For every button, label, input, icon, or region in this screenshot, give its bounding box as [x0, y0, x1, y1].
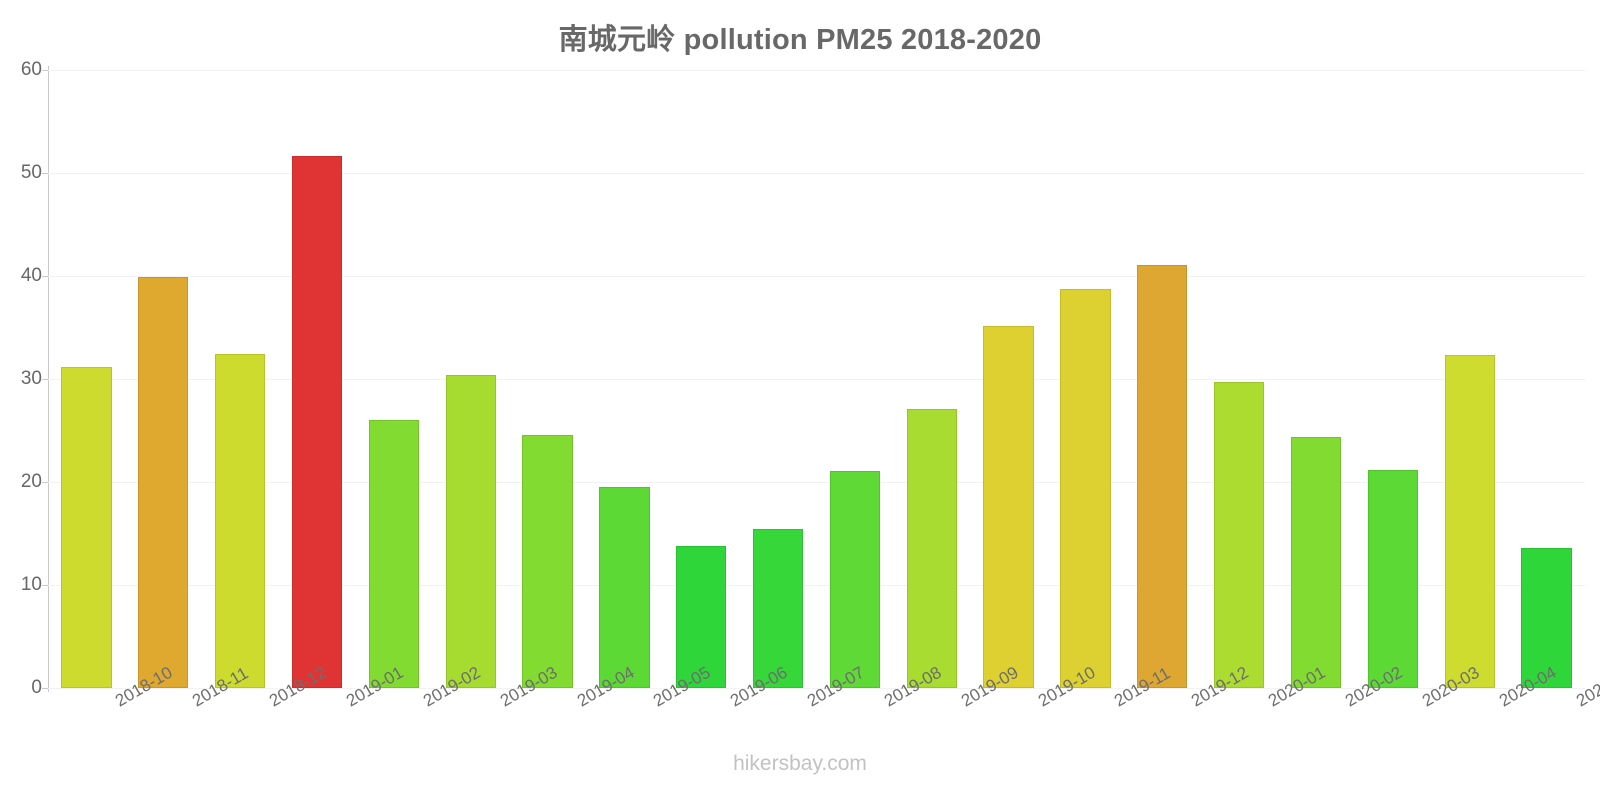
gridline	[48, 70, 1585, 71]
y-axis-tick-mark	[42, 482, 49, 483]
x-axis-tick-label: 2020-02	[1342, 663, 1406, 711]
y-axis-tick-label: 20	[20, 471, 42, 492]
bar[interactable]	[1290, 436, 1342, 688]
bar[interactable]	[676, 545, 727, 688]
bar[interactable]	[1214, 382, 1265, 688]
bar[interactable]	[906, 408, 957, 688]
x-axis-tick-label: 2019-12	[1188, 663, 1252, 711]
bars-layer	[48, 70, 1585, 688]
bar[interactable]	[599, 487, 650, 688]
gridline	[48, 688, 1585, 689]
bar[interactable]	[1137, 264, 1188, 688]
bar[interactable]	[752, 529, 804, 688]
bar[interactable]	[522, 434, 573, 688]
y-axis-tick-label: 10	[20, 574, 42, 595]
y-axis-tick-mark	[42, 173, 49, 174]
x-axis-tick-label: 2020-04	[1496, 663, 1560, 711]
gridline	[48, 276, 1585, 277]
footer-credit: hikersbay.com	[733, 752, 867, 775]
x-axis-tick-label: 2019-04	[574, 663, 638, 711]
gridline	[48, 482, 1585, 483]
x-axis-tick-label: 2020-01	[1265, 663, 1329, 711]
gridline	[48, 585, 1585, 586]
bar[interactable]	[445, 374, 496, 688]
bar[interactable]	[1444, 355, 1495, 688]
x-axis-tick-label: 2019-06	[727, 663, 791, 711]
x-axis-tick-label: 2020-03	[1419, 663, 1483, 711]
y-axis-tick-label: 50	[20, 162, 42, 183]
bar[interactable]	[214, 354, 266, 688]
x-axis-tick-label: 2019-11	[1111, 663, 1173, 711]
x-axis-tick-label: 2020-05	[1572, 662, 1600, 711]
plot-area	[48, 70, 1585, 689]
y-axis-tick-mark	[42, 276, 49, 277]
y-axis-tick-label: 0	[31, 677, 42, 698]
x-axis-tick-label: 2019-09	[958, 663, 1022, 711]
x-axis-tick-label: 2019-01	[343, 663, 407, 711]
bar[interactable]	[291, 155, 343, 688]
bar[interactable]	[1060, 289, 1111, 688]
gridline	[48, 379, 1585, 380]
bar[interactable]	[983, 326, 1034, 688]
bar[interactable]	[829, 470, 881, 688]
y-axis-tick-mark	[42, 585, 49, 586]
y-axis-tick-label: 60	[20, 59, 42, 80]
x-axis-tick-label: 2019-02	[420, 663, 484, 711]
bar[interactable]	[61, 366, 112, 688]
bar[interactable]	[1521, 547, 1572, 688]
x-axis-tick-label: 2019-10	[1035, 663, 1099, 711]
x-axis-tick-label: 2019-08	[881, 663, 945, 711]
x-axis-tick-label: 2018-12	[266, 663, 330, 711]
x-axis-tick-label: 2019-05	[650, 663, 714, 711]
y-axis-tick-mark	[42, 379, 49, 380]
x-axis-tick-label: 2018-10	[112, 663, 176, 711]
bar[interactable]	[1367, 469, 1419, 688]
gridline	[48, 173, 1585, 174]
x-axis-tick-label: 2018-11	[189, 663, 251, 711]
y-axis-tick-label: 40	[20, 265, 42, 286]
bar[interactable]	[138, 277, 189, 688]
x-axis-tick-label: 2019-07	[804, 663, 868, 711]
bar[interactable]	[368, 420, 419, 688]
chart-title: 南城元岭 pollution PM25 2018-2020	[558, 24, 1042, 56]
x-axis-tick-label: 2019-03	[497, 663, 561, 711]
y-axis-tick-mark	[42, 70, 49, 71]
y-axis-tick-mark	[42, 688, 49, 689]
y-axis-tick-label: 30	[20, 368, 42, 389]
